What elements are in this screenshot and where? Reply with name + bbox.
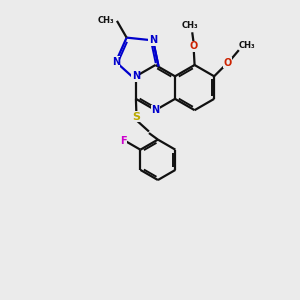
- Text: N: N: [132, 71, 140, 81]
- Text: CH₃: CH₃: [98, 16, 115, 26]
- Text: O: O: [190, 41, 198, 51]
- Text: O: O: [224, 58, 232, 68]
- Text: N: N: [149, 35, 157, 45]
- Text: N: N: [112, 57, 120, 67]
- Text: F: F: [120, 136, 127, 146]
- Text: CH₃: CH₃: [238, 41, 255, 50]
- Text: S: S: [133, 112, 140, 122]
- Text: CH₃: CH₃: [182, 21, 198, 30]
- Text: N: N: [152, 105, 160, 115]
